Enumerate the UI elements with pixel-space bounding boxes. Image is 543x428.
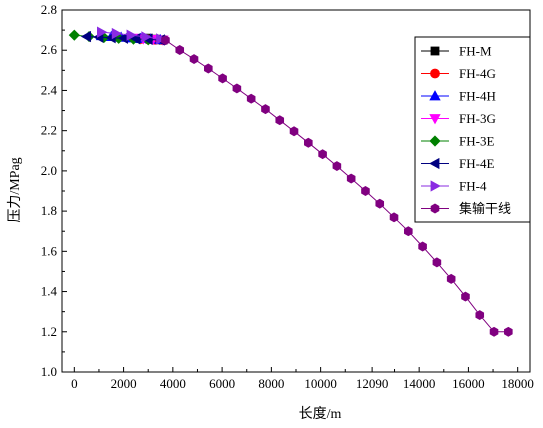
y-tick-label: 1.0 (41, 364, 57, 379)
y-tick-label: 2.0 (41, 163, 57, 178)
x-tick-label: 0 (71, 376, 78, 391)
legend: FH-M FH-4G FH-4H FH-3G FH-3E FH-4E FH-4 集输干线 (414, 36, 531, 223)
legend-label: FH-4H (459, 89, 496, 104)
data-point (346, 173, 356, 184)
data-point (68, 29, 80, 41)
legend-label: FH-4G (459, 66, 496, 81)
y-axis-title: 压力/MPag (7, 157, 23, 222)
data-point (232, 83, 242, 94)
data-point (126, 29, 137, 41)
data-point (375, 198, 385, 209)
legend-label: FH-3E (459, 134, 494, 149)
legend-box (414, 36, 531, 223)
data-point (389, 212, 399, 223)
data-point (361, 186, 370, 196)
data-point (504, 326, 513, 337)
legend-label: FH-4E (459, 156, 494, 171)
x-tick-label: 10000 (304, 376, 337, 391)
legend-item: FH-4E (421, 156, 494, 171)
legend-marker (429, 90, 441, 101)
data-point (289, 126, 299, 137)
x-tick-label: 4000 (160, 376, 186, 391)
legend-item: FH-4G (421, 66, 496, 81)
legend-label: FH-3G (459, 111, 496, 126)
data-point (80, 30, 92, 43)
legend-marker (430, 46, 440, 56)
y-tick-label: 1.2 (41, 324, 57, 339)
data-point (204, 63, 213, 74)
y-tick-label: 2.2 (41, 123, 57, 138)
x-tick-label: 2000 (111, 376, 137, 391)
series-7 (161, 35, 513, 337)
data-point (156, 33, 167, 45)
x-tick-label: 8000 (258, 376, 284, 391)
legend-item: FH-3E (421, 134, 494, 149)
axis-ticks: 0 2000 4000 6000 8000 10000 12090 14000 16000 180… (41, 2, 534, 391)
data-point (332, 161, 342, 172)
y-tick-label: 1.6 (41, 243, 58, 258)
x-tick-label: 14000 (403, 376, 436, 391)
data-point (261, 104, 270, 115)
y-tick-label: 1.4 (41, 284, 58, 299)
legend-item: 集输干线 (421, 201, 511, 216)
data-point (111, 27, 123, 40)
legend-item: FH-3G (421, 111, 496, 126)
data-point (275, 115, 285, 126)
legend-marker (429, 157, 440, 170)
data-point (161, 35, 170, 46)
legend-item: FH-M (421, 44, 492, 59)
data-point (446, 273, 456, 284)
data-point (141, 31, 152, 43)
y-tick-label: 2.4 (41, 82, 58, 97)
data-point (461, 291, 470, 302)
x-tick-label: 18000 (501, 376, 534, 391)
legend-label: FH-M (459, 44, 492, 59)
legend-marker (430, 68, 440, 79)
data-point (246, 93, 256, 104)
data-point (97, 26, 108, 38)
series-6 (97, 26, 167, 45)
data-point (418, 241, 427, 252)
x-tick-label: 6000 (209, 376, 235, 391)
data-point (489, 326, 499, 337)
data-point (475, 310, 485, 321)
legend-marker (429, 114, 441, 125)
legend-marker (430, 180, 441, 192)
y-tick-label: 2.6 (41, 42, 58, 57)
data-point (175, 45, 185, 55)
data-point (218, 73, 227, 84)
data-point (404, 226, 413, 237)
legend-item: FH-4 (421, 179, 487, 194)
legend-marker (430, 203, 440, 214)
data-point (318, 149, 327, 160)
legend-label: FH-4 (459, 179, 487, 194)
x-tick-label: 16000 (452, 376, 485, 391)
data-point (432, 257, 442, 268)
legend-label: 集输干线 (459, 201, 511, 216)
x-tick-label: 12090 (356, 376, 389, 391)
legend-item: FH-4H (421, 89, 496, 104)
legend-marker (429, 135, 441, 147)
series-group (68, 26, 513, 337)
data-point (189, 54, 199, 65)
y-tick-label: 1.8 (41, 203, 57, 218)
y-tick-label: 2.8 (41, 2, 57, 17)
data-point (304, 137, 313, 148)
x-axis-title: 长度/m (299, 406, 342, 422)
